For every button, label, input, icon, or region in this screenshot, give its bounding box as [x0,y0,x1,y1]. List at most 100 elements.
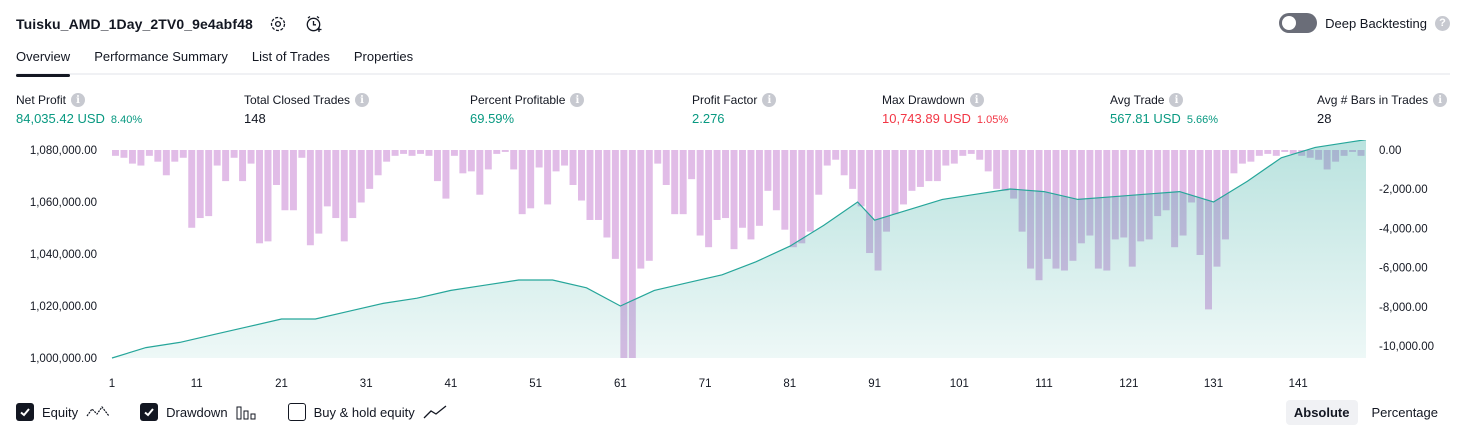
drawdown-bar [569,150,577,185]
right-axis-tick-label: -4,000.00 [1379,223,1428,235]
drawdown-bar [755,150,763,226]
legend-label: Drawdown [166,404,228,420]
drawdown-bar [476,150,484,195]
x-axis-tick-label: 141 [1289,378,1308,390]
legend-buy-hold[interactable]: Buy & hold equity [287,403,447,421]
drawdown-bar [323,150,331,207]
equity-checkbox[interactable] [16,403,34,421]
drawdown-bar [620,150,628,358]
x-axis-tick-label: 101 [950,378,969,390]
stat-label: Avg Trade [1110,93,1165,107]
stat-max-drawdown: Max Drawdown i 10,743.89 USD 1.05% [882,93,1008,126]
drawdown-bar [586,150,594,220]
drawdown-checkbox[interactable] [140,403,159,421]
drawdown-bar [366,150,374,189]
equity-drawdown-chart[interactable]: 1,080,000.00 1,060,000.00 1,040,000.00 1,02… [0,140,1466,398]
add-alert-clock-icon[interactable] [303,13,325,35]
info-icon[interactable]: i [762,93,777,107]
drawdown-bar [561,150,569,166]
drawdown-bar [340,150,348,242]
drawdown-bar [1264,150,1272,154]
report-tabs: Overview Performance Summary List of Tra… [16,44,1450,77]
tab-performance-summary[interactable]: Performance Summary [94,49,228,64]
legend-label: Equity [42,404,79,420]
x-axis-tick-label: 91 [868,378,881,390]
stat-percent: 1.05% [976,114,1009,126]
drawdown-bar [527,150,535,209]
drawdown-bar [298,150,306,158]
left-axis-tick-label: 1,060,000.00 [30,197,97,209]
x-axis-tick-label: 31 [360,378,373,390]
info-icon[interactable]: i [355,93,370,107]
drawdown-bar [315,150,323,234]
drawdown-bar [332,150,340,219]
percentage-button[interactable]: Percentage [1371,405,1439,420]
drawdown-bar [162,150,170,176]
settings-icon[interactable] [267,13,289,35]
stat-percent: 8.40% [110,114,143,126]
drawdown-bar [230,150,238,158]
x-axis-tick-label: 41 [445,378,458,390]
x-axis-tick-label: 121 [1119,378,1138,390]
x-axis-tick-label: 61 [614,378,627,390]
drawdown-bar [1077,150,1085,244]
drawdown-bar [1230,150,1238,174]
drawdown-bar [789,150,797,248]
info-icon[interactable]: i [71,93,86,107]
stat-percent: 5.66% [1186,114,1219,126]
drawdown-bar [832,150,840,160]
help-icon[interactable]: ? [1435,15,1450,31]
drawdown-bar [662,150,670,185]
drawdown-bar [171,150,179,162]
drawdown-bar [408,150,416,156]
drawdown-bar [374,150,382,176]
drawdown-bar [688,150,696,180]
stat-value: 10,743.89 USD [882,111,971,126]
drawdown-bar [1272,150,1280,156]
drawdown-bar [840,150,848,176]
drawdown-bar [594,150,602,220]
stat-value: 69.59% [470,111,515,126]
drawdown-bar [112,150,119,156]
stat-label: Avg # Bars in Trades [1317,93,1429,107]
drawdown-bar [1238,150,1246,164]
tab-list-of-trades[interactable]: List of Trades [251,49,330,64]
drawdown-bar [154,150,162,162]
info-icon[interactable]: i [1169,93,1184,107]
info-icon[interactable]: i [969,93,984,107]
drawdown-bar [1120,150,1128,238]
right-axis-tick-label: -2,000.00 [1379,184,1428,196]
info-icon[interactable]: i [570,93,585,107]
legend-equity[interactable]: Equity [16,403,110,421]
legend-drawdown[interactable]: Drawdown [140,403,257,421]
buy-hold-checkbox[interactable] [287,403,306,421]
drawdown-bar [806,150,814,232]
drawdown-bar [891,150,899,215]
drawdown-bar [984,150,992,172]
drawdown-bar [1001,150,1009,191]
deep-backtesting-toggle[interactable] [1279,13,1318,33]
drawdown-bar [205,150,213,217]
drawdown-bar [874,150,882,271]
drawdown-bar [433,150,441,182]
drawdown-bar [993,150,1001,189]
drawdown-bar [484,150,492,170]
drawdown-bar [950,150,958,164]
x-axis-tick-label: 51 [529,378,542,390]
deep-backtesting-label: Deep Backtesting [1325,15,1427,31]
drawdown-bar [264,150,272,242]
drawdown-bar [739,150,746,228]
stat-label: Net Profit [16,93,67,107]
drawdown-bar [306,150,314,246]
drawdown-bar [645,150,653,261]
right-axis-tick-label: 0.00 [1379,145,1401,157]
drawdown-bar [145,150,153,156]
drawdown-bar [976,150,984,160]
tab-properties[interactable]: Properties [353,49,414,64]
absolute-button[interactable]: Absolute [1285,400,1358,425]
stat-value: 28 [1317,111,1332,126]
drawdown-bar [501,150,509,152]
info-icon[interactable]: i [1433,93,1448,107]
tab-overview[interactable]: Overview [16,44,71,77]
drawdown-bar [747,150,755,240]
